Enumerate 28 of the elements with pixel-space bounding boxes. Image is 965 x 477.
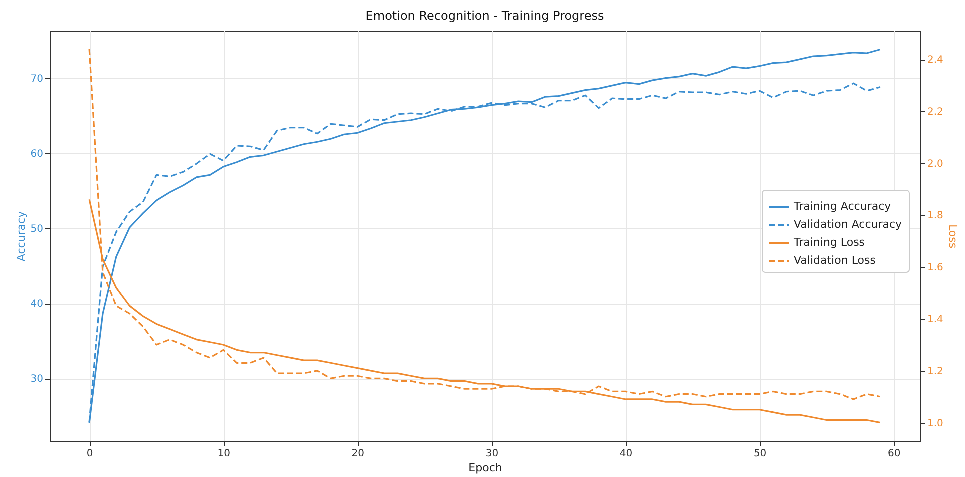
x-tick-label: 60	[888, 448, 901, 460]
chart-title: Emotion Recognition - Training Progress	[366, 9, 604, 23]
y2-tick-label: 1.8	[928, 210, 944, 222]
y2-axis-title: Loss	[946, 224, 960, 249]
legend-label: Training Loss	[793, 236, 866, 249]
y-tick-label: 40	[30, 299, 44, 310]
y-tick-label: 30	[30, 374, 44, 386]
x-axis-title: Epoch	[468, 462, 502, 474]
x-tick-label: 50	[754, 448, 767, 460]
x-tick-label: 10	[218, 448, 230, 460]
x-tick-label: 40	[620, 448, 633, 460]
legend-label: Training Accuracy	[793, 200, 892, 213]
x-tick-label: 30	[486, 448, 499, 460]
y2-tick-label: 2.4	[928, 55, 944, 66]
y2-tick-label: 1.0	[928, 418, 944, 430]
y-tick-label: 70	[30, 74, 44, 85]
x-tick-label: 20	[352, 448, 365, 460]
y-tick-label: 60	[30, 148, 44, 160]
legend-label: Validation Accuracy	[794, 218, 903, 231]
y2-tick-label: 1.2	[928, 366, 944, 378]
y2-tick-label: 2.0	[928, 158, 944, 170]
y2-tick-label: 2.2	[928, 106, 944, 118]
y2-tick-label: 1.4	[928, 314, 944, 326]
x-tick-label: 0	[86, 448, 94, 460]
y2-tick-label: 1.6	[928, 262, 944, 274]
legend-label: Validation Loss	[794, 254, 876, 267]
y-tick-label: 50	[30, 224, 44, 235]
y-axis-title: Accuracy	[14, 210, 28, 262]
